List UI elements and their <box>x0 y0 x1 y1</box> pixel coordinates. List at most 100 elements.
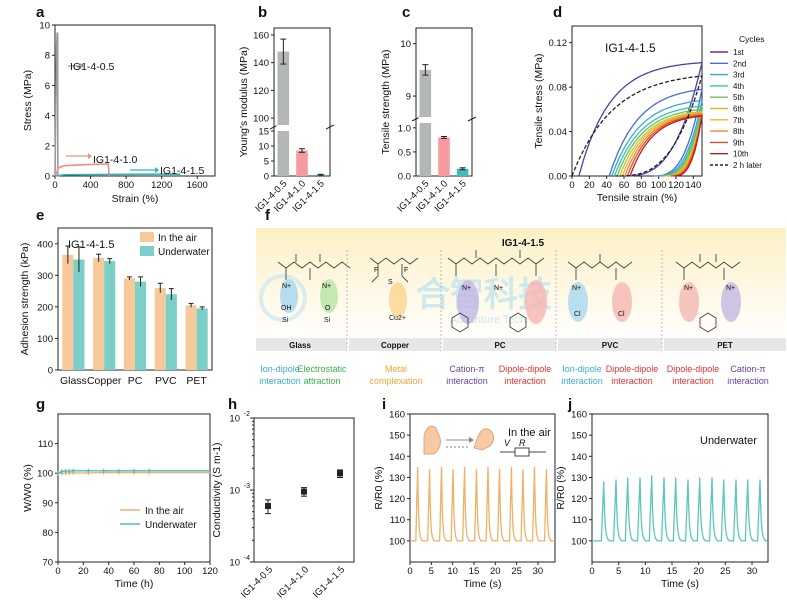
atom-s-copper: S <box>388 279 393 286</box>
interaction-label-7-line1: Dipole-dipole <box>667 364 720 374</box>
halo-pc-dipole <box>525 280 547 324</box>
chart-title-e: IG1-4-1.5 <box>68 239 114 251</box>
atom-cl-pvc-1: Cl <box>574 311 581 318</box>
substrate-label-pvc: PVC <box>602 341 619 350</box>
legend-label-d-2: 3rd <box>733 71 745 80</box>
chart-title-j: Underwater <box>700 435 757 447</box>
panel-f-title: IG1-4-1.5 <box>502 238 545 249</box>
x-tick-label-d-7: 140 <box>685 180 701 191</box>
y-tick-label-i-6: 160 <box>389 410 405 421</box>
panel-label-f: f <box>265 207 271 224</box>
bar-break-b-0 <box>276 125 291 131</box>
y-tick-label-chi-0: 9 <box>406 92 411 103</box>
panel-label-d: d <box>553 4 562 21</box>
y-tick-label-j-2: 120 <box>571 494 587 505</box>
legend-label-d-3: 4th <box>733 82 744 91</box>
x-tick-label-e-4: PET <box>186 375 207 387</box>
y-tick-label-h-1: 10 <box>229 486 240 497</box>
x-tick-label-a-2: 800 <box>118 180 134 191</box>
bar-c-2 <box>456 168 469 176</box>
axis-break-gap-b <box>275 125 329 131</box>
y-tick-label-blo-2: 10 <box>258 142 269 153</box>
bar-e-1-2 <box>135 281 147 370</box>
series-line-a-1 <box>54 163 110 177</box>
interaction-label-6-line2: interaction <box>611 376 653 386</box>
x-tick-label-i-6: 30 <box>533 566 544 577</box>
x-tick-label-d-5: 100 <box>651 180 667 191</box>
cycle-curve-d-2 <box>611 99 703 177</box>
y-tick-label-blo-3: 15 <box>258 127 269 138</box>
series-label-a-2: IG1-4-1.5 <box>160 165 205 177</box>
finger-straight-icon <box>423 425 441 455</box>
atom-f-copper-1: F <box>374 267 378 274</box>
x-tick-label-a-0: 0 <box>52 180 57 191</box>
legend-label-d-7: 8th <box>733 127 744 136</box>
atom-n-pc-1: N+ <box>462 285 471 292</box>
y-tick-exp-h-1: -3 <box>244 483 250 490</box>
signal-line-j <box>592 475 768 542</box>
interaction-label-3-line2: interaction <box>446 376 488 386</box>
panel-label-b: b <box>258 4 267 21</box>
plot-frame-i <box>409 413 556 563</box>
cycle-curve-d-3 <box>613 105 703 177</box>
cycle-curve-d-9 <box>629 115 703 177</box>
x-tick-label-j-5: 25 <box>720 566 731 577</box>
series-line-a-2 <box>54 173 182 177</box>
bar-e-0-2 <box>123 278 135 370</box>
pc-ring-2 <box>451 312 469 333</box>
bar-break-c-0 <box>418 117 433 123</box>
panel-label-c: c <box>402 4 410 21</box>
panel-label-g: g <box>36 396 45 413</box>
atom-si-glass-2: Si <box>324 317 331 324</box>
y-tick-exp-h-2: -2 <box>244 411 250 418</box>
y-tick-label-clo-0: 0.0 <box>398 172 411 183</box>
cycle-curve-d-10 <box>571 75 703 177</box>
x-axis-label-d: Tensile strain (%) <box>597 192 678 204</box>
interaction-label-8-line1: Cation-π <box>730 364 765 374</box>
legend-title-d: Cycles <box>739 34 765 44</box>
x-tick-label-d-3: 60 <box>619 180 630 191</box>
atom-oh-glass: OH <box>281 305 292 312</box>
y-tick-label-d-2: 0.08 <box>549 83 568 94</box>
atom-n-pet-2: N+ <box>726 285 735 292</box>
x-tick-label-a-4: 1600 <box>187 180 208 191</box>
point-h-2 <box>337 470 343 477</box>
substrate-bar-pvc <box>558 338 662 351</box>
y-tick-label-bhi-2: 140 <box>253 58 269 69</box>
substrate-bar-glass <box>256 338 347 351</box>
y-tick-label-h-0: 10 <box>229 558 240 569</box>
halo-copper-metal <box>389 282 407 318</box>
point-h-0 <box>265 502 271 509</box>
y-tick-label-clo-2: 1.0 <box>398 123 411 134</box>
y-axis-label-c: Tensile strength (MPa) <box>380 49 392 154</box>
halo-pvc-dipole <box>612 282 632 322</box>
legend-label-d-0: 1st <box>733 48 744 57</box>
halo-pet-cationpi <box>721 282 741 322</box>
x-tick-label-i-0: 0 <box>407 566 412 577</box>
legend-label-d-6: 7th <box>733 116 744 125</box>
substrate-bar-pet <box>664 338 786 351</box>
y-axis-label-g: W/W0 (%) <box>22 464 34 512</box>
y-tick-label-g-2: 90 <box>42 498 53 509</box>
x-tick-label-g-5: 100 <box>177 566 193 577</box>
y-tick-label-clo-1: 0.5 <box>398 147 411 158</box>
x-axis-label-a: Strain (%) <box>112 193 159 205</box>
panel-f-interaction-labels: Ion-dipole interaction Electrostatic attrac… <box>259 364 769 386</box>
legend-label-g-0: In the air <box>145 506 185 517</box>
y-tick-label-i-0: 100 <box>389 536 405 547</box>
halo-pc-cationpi <box>457 280 479 324</box>
y-tick-label-chi-1: 10 <box>400 39 411 50</box>
series-arrowhead-a-0 <box>80 63 84 69</box>
substrate-label-pc: PC <box>494 341 505 350</box>
resistor-icon <box>514 447 530 457</box>
halo-pet-dipole <box>679 282 699 322</box>
x-tick-label-j-1: 5 <box>616 566 621 577</box>
halo-glass-iondipole <box>280 279 298 313</box>
y-tick-label-h-2: 10 <box>229 414 240 425</box>
x-tick-label-h-1: IG1-4-1.0 <box>275 564 311 600</box>
cycle-curve-d-7 <box>624 113 703 177</box>
panel-label-j: j <box>567 396 572 413</box>
y-axis-label-e: Adhesion strength (kPa) <box>19 243 31 356</box>
point-h-1 <box>301 488 307 495</box>
atom-n-glass-1: N+ <box>282 283 291 290</box>
